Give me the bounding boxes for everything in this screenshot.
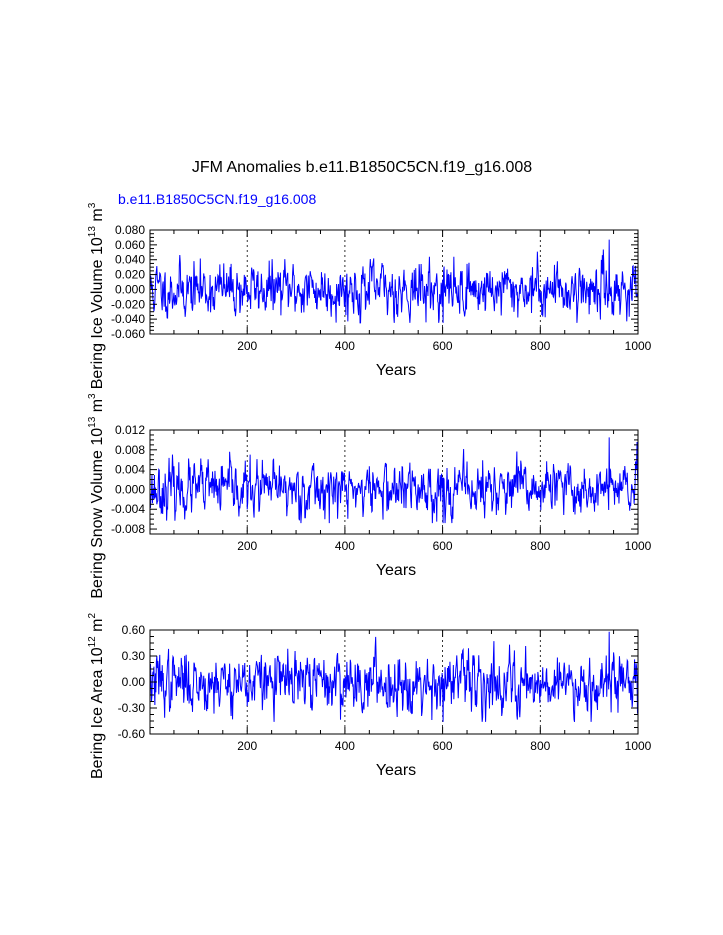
y-axis-label: Bering Ice Area 1012 m2 bbox=[87, 613, 106, 780]
y-tick-label: 0.012 bbox=[115, 423, 145, 437]
x-tick-label: 600 bbox=[433, 539, 453, 553]
y-tick-label: 0.020 bbox=[115, 268, 145, 282]
y-tick-label: 0.00 bbox=[122, 675, 146, 689]
x-tick-label: 800 bbox=[530, 739, 550, 753]
x-tick-label: 800 bbox=[530, 339, 550, 353]
y-tick-label: -0.060 bbox=[111, 327, 145, 341]
x-tick-label: 200 bbox=[237, 739, 257, 753]
x-axis-label: Years bbox=[376, 762, 416, 779]
panel-ice-area: 200 400 600 800 1000 Years 0.60 0.30 0.00 -0.30 -0… bbox=[87, 613, 652, 780]
y-axis-label: Bering Snow Volume 1013 m3 bbox=[87, 393, 106, 599]
panel-ice-volume: 200 400 600 800 1000 Years 0.0800.0600.0400.02… bbox=[87, 202, 652, 389]
figure-title: JFM Anomalies b.e11.B1850C5CN.f19_g16.00… bbox=[192, 159, 532, 176]
y-tick-label: -0.040 bbox=[111, 312, 145, 326]
x-tick-label: 600 bbox=[433, 739, 453, 753]
x-axis-label: Years bbox=[376, 562, 416, 579]
series-line-ice-area bbox=[149, 631, 639, 722]
figure-subtitle: b.e11.B1850C5CN.f19_g16.008 bbox=[118, 191, 316, 207]
y-tick-label: 0.60 bbox=[122, 623, 146, 637]
x-tick-label: 400 bbox=[335, 339, 355, 353]
y-tick-label: 0.008 bbox=[115, 443, 145, 457]
y-tick-label: 0.080 bbox=[115, 223, 145, 237]
x-tick-label: 400 bbox=[335, 539, 355, 553]
y-tick-label: 0.000 bbox=[115, 482, 145, 496]
series-line-ice-volume bbox=[149, 239, 639, 324]
y-tick-label: -0.004 bbox=[111, 502, 145, 516]
y-tick-label: 0.040 bbox=[115, 253, 145, 267]
y-axis-label: Bering Ice Volume 1013 m3 bbox=[87, 202, 106, 389]
y-tick-label: -0.008 bbox=[111, 522, 145, 536]
y-tick-label: 0.060 bbox=[115, 238, 145, 252]
y-tick-label: -0.020 bbox=[111, 297, 145, 311]
y-tick-label: 0.30 bbox=[122, 649, 146, 663]
x-tick-label: 600 bbox=[433, 339, 453, 353]
panel-snow-volume: 200 400 600 800 1000 Years 0.012 0.008 0.004 0.00… bbox=[87, 393, 652, 599]
x-tick-label: 1000 bbox=[625, 739, 652, 753]
y-tick-label: -0.30 bbox=[118, 701, 146, 715]
x-tick-label: 200 bbox=[237, 339, 257, 353]
x-tick-label: 400 bbox=[335, 739, 355, 753]
x-tick-label: 800 bbox=[530, 539, 550, 553]
series-line-snow-volume bbox=[149, 437, 639, 524]
x-tick-label: 1000 bbox=[625, 539, 652, 553]
y-tick-label: 0.004 bbox=[115, 463, 145, 477]
x-tick-label: 200 bbox=[237, 539, 257, 553]
y-tick-label: -0.60 bbox=[118, 727, 146, 741]
x-tick-label: 1000 bbox=[625, 339, 652, 353]
y-tick-label: 0.000 bbox=[115, 282, 145, 296]
x-axis-label: Years bbox=[376, 362, 416, 379]
